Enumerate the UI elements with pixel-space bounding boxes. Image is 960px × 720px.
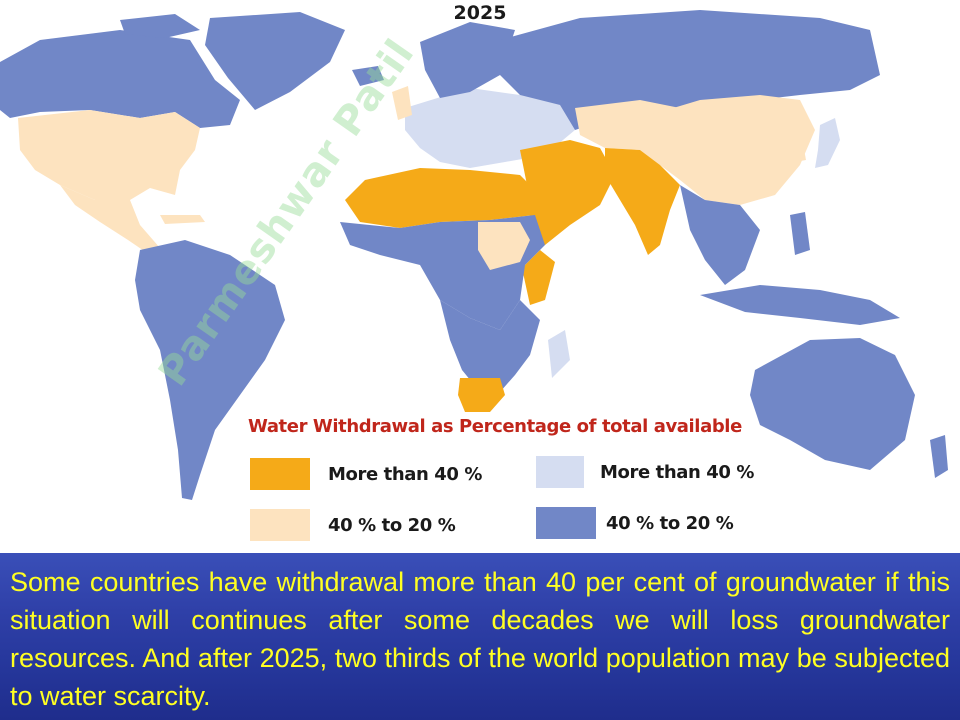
legend-label-peach: 40 % to 20 % [328,514,456,536]
south-africa [458,378,505,412]
legend-title: Water Withdrawal as Percentage of total … [248,416,742,437]
caribbean [160,215,205,224]
legend-swatch-peach [250,509,310,541]
legend-swatch-blue [536,507,596,539]
legend-item-orange: More than 40 % [250,458,482,490]
legend-swatch-orange [250,458,310,490]
legend-item-blue: 40 % to 20 % [536,507,734,539]
south-america [135,240,285,500]
china [640,95,815,205]
japan [815,118,840,168]
legend-label-orange: More than 40 % [328,463,483,485]
world-map-graphic [0,10,948,500]
uk [392,86,412,120]
sudan [478,222,530,270]
caption-box: Some countries have withdrawal more than… [0,553,960,720]
greenland [205,12,345,110]
scandinavia [420,22,515,98]
legend-item-peach: 40 % to 20 % [250,509,456,541]
madagascar [548,330,570,378]
arctic-islands [120,14,200,38]
canada [0,30,240,128]
southeast-asia [680,185,760,285]
north-africa [345,168,545,228]
korea [792,138,806,162]
caption-text: Some countries have withdrawal more than… [10,567,950,711]
world-map: 2025 Water Withdrawal as Percentage of t… [0,2,948,541]
philippines [790,212,810,255]
usa [18,110,200,200]
russia [500,10,880,130]
legend-item-light-blue: More than 40 % [536,456,754,488]
map-title: 2025 [453,2,507,24]
mexico [60,185,160,255]
new-zealand [930,435,948,478]
south-asia [605,148,680,255]
middle-east [520,140,615,245]
horn-of-africa [522,250,555,305]
australia [750,338,915,470]
southern-africa [440,300,540,392]
legend-label-light-blue: More than 40 % [600,461,755,483]
indonesia [700,285,900,325]
iceland [352,66,384,86]
legend-label-blue: 40 % to 20 % [606,512,734,534]
legend-swatch-light-blue [536,456,584,488]
